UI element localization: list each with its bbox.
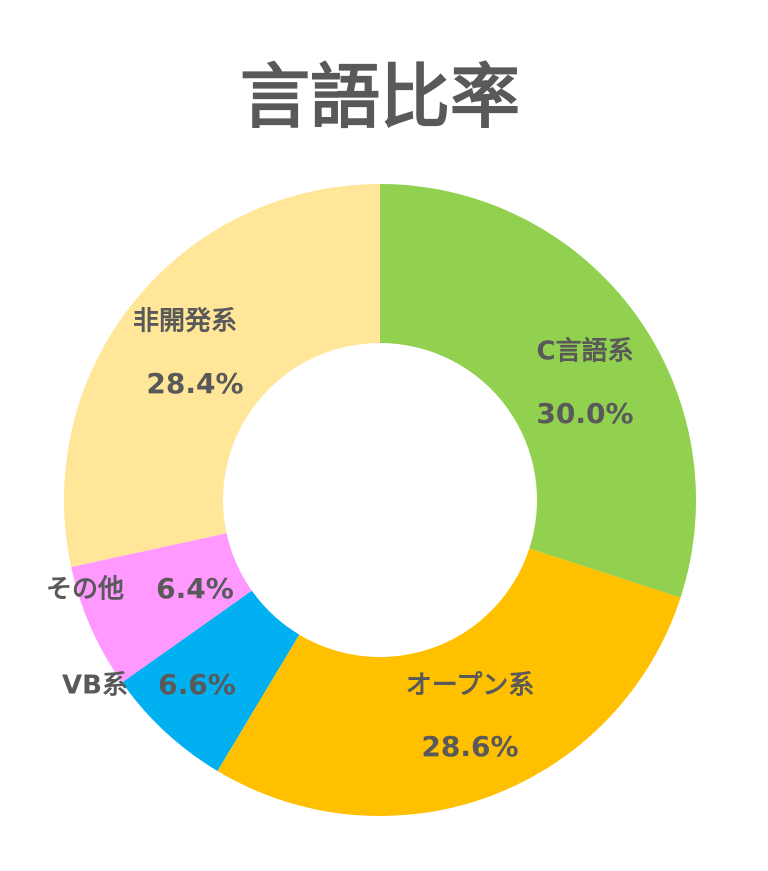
chart-title: 言語比率 (240, 56, 520, 138)
value-label: 30.0% (536, 397, 633, 430)
donut-slice (71, 533, 252, 683)
value-label: 28.6% (421, 730, 518, 763)
donut-slice (380, 184, 697, 598)
value-label: 28.4% (146, 367, 243, 400)
slice-label: VB系 (62, 671, 128, 701)
slice-label: オープン系 (406, 671, 534, 701)
slice-label: その他 (46, 575, 124, 605)
donut-slice (217, 548, 681, 816)
value-label: 6.6% (158, 668, 236, 701)
donut-slice (122, 590, 300, 771)
slice-label: 非開発系 (133, 307, 237, 337)
donut-slice (63, 184, 380, 567)
slice-label: C言語系 (536, 336, 633, 367)
value-label: 6.4% (156, 572, 234, 605)
